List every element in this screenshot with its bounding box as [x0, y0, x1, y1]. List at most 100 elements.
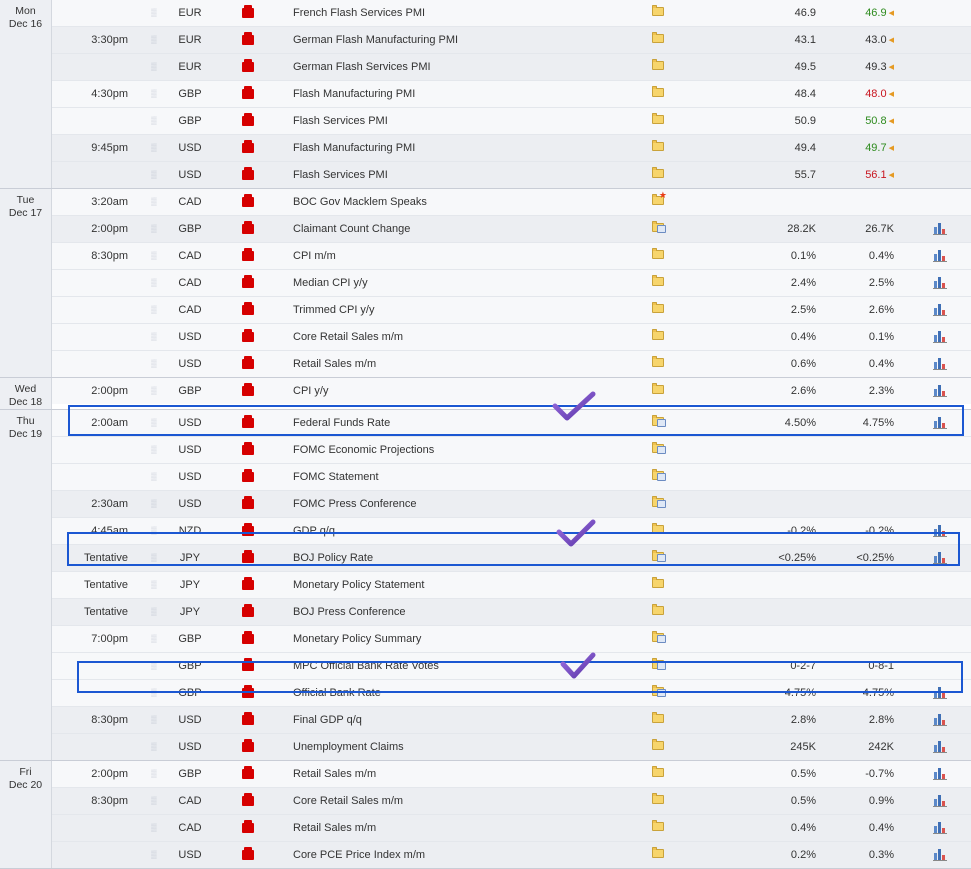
event-title[interactable]: Retail Sales m/m: [293, 768, 377, 780]
calendar-row[interactable]: ▒ USD Unemployment Claims 245K 242K: [52, 734, 971, 760]
event-title[interactable]: BOJ Policy Rate: [293, 552, 374, 564]
sound-icon[interactable]: ▒: [151, 278, 157, 287]
event-title[interactable]: Federal Funds Rate: [293, 417, 391, 429]
event-folder-icon[interactable]: [652, 5, 664, 17]
event-folder-icon[interactable]: [652, 167, 664, 179]
event-folder-icon[interactable]: [652, 631, 666, 643]
bar-chart-icon[interactable]: [933, 384, 947, 397]
calendar-row[interactable]: ▒ EUR German Flash Services PMI 49.5 49.3 ◀: [52, 54, 971, 81]
event-title[interactable]: Monetary Policy Summary: [293, 633, 422, 645]
event-folder-icon[interactable]: [652, 820, 664, 832]
event-folder-icon[interactable]: [652, 221, 666, 233]
calendar-row[interactable]: ▒ CAD Trimmed CPI y/y 2.5% 2.6%: [52, 297, 971, 324]
bar-chart-icon[interactable]: [933, 740, 947, 753]
sound-icon[interactable]: ▒: [151, 634, 157, 643]
event-folder-icon[interactable]: [652, 469, 666, 481]
event-title[interactable]: FOMC Statement: [293, 471, 379, 483]
event-title[interactable]: Flash Services PMI: [293, 169, 388, 181]
sound-icon[interactable]: ▒: [151, 251, 157, 260]
sound-icon[interactable]: ▒: [151, 116, 157, 125]
bar-chart-icon[interactable]: [933, 222, 947, 235]
event-title[interactable]: Official Bank Rate: [293, 687, 381, 699]
sound-icon[interactable]: ▒: [151, 170, 157, 179]
bar-chart-icon[interactable]: [933, 794, 947, 807]
calendar-row[interactable]: ▒ USD Core PCE Price Index m/m 0.2% 0.3%: [52, 842, 971, 868]
calendar-row[interactable]: ▒ USD Core Retail Sales m/m 0.4% 0.1%: [52, 324, 971, 351]
calendar-row[interactable]: ▒ GBP Flash Services PMI 50.9 50.8 ◀: [52, 108, 971, 135]
event-title[interactable]: Unemployment Claims: [293, 741, 404, 753]
event-title[interactable]: FOMC Press Conference: [293, 498, 417, 510]
sound-icon[interactable]: ▒: [151, 8, 157, 17]
calendar-row[interactable]: 8:30pm ▒ CAD Core Retail Sales m/m 0.5% 0.9%: [52, 788, 971, 815]
calendar-row[interactable]: 3:30pm ▒ EUR German Flash Manufacturing PMI…: [52, 27, 971, 54]
calendar-row[interactable]: 2:00am ▒ USD Federal Funds Rate 4.50% 4.75%: [52, 410, 971, 437]
calendar-row[interactable]: 2:30am ▒ USD FOMC Press Conference: [52, 491, 971, 518]
bar-chart-icon[interactable]: [933, 330, 947, 343]
event-folder-icon[interactable]: [652, 658, 666, 670]
event-folder-icon[interactable]: [652, 113, 664, 125]
event-title[interactable]: Claimant Count Change: [293, 223, 411, 235]
sound-icon[interactable]: ▒: [151, 499, 157, 508]
event-folder-icon[interactable]: [652, 59, 664, 71]
bar-chart-icon[interactable]: [933, 416, 947, 429]
sound-icon[interactable]: ▒: [151, 580, 157, 589]
event-title[interactable]: BOC Gov Macklem Speaks: [293, 196, 427, 208]
bar-chart-icon[interactable]: [933, 276, 947, 289]
event-folder-icon[interactable]: [652, 356, 664, 368]
event-title[interactable]: French Flash Services PMI: [293, 7, 426, 19]
sound-icon[interactable]: ▒: [151, 305, 157, 314]
sound-icon[interactable]: ▒: [151, 62, 157, 71]
calendar-row[interactable]: ▒ USD Retail Sales m/m 0.6% 0.4%: [52, 351, 971, 377]
calendar-row[interactable]: ▒ GBP MPC Official Bank Rate Votes 0-2-7 0-8…: [52, 653, 971, 680]
bar-chart-icon[interactable]: [933, 357, 947, 370]
sound-icon[interactable]: ▒: [151, 607, 157, 616]
event-folder-icon[interactable]: [652, 577, 664, 589]
sound-icon[interactable]: ▒: [151, 445, 157, 454]
sound-icon[interactable]: ▒: [151, 850, 157, 859]
event-folder-icon[interactable]: ★: [652, 191, 667, 206]
calendar-row[interactable]: 8:30pm ▒ USD Final GDP q/q 2.8% 2.8%: [52, 707, 971, 734]
event-title[interactable]: Flash Services PMI: [293, 115, 388, 127]
sound-icon[interactable]: ▒: [151, 89, 157, 98]
event-title[interactable]: Core Retail Sales m/m: [293, 331, 404, 343]
event-folder-icon[interactable]: [652, 302, 664, 314]
calendar-row[interactable]: Tentative ▒ JPY BOJ Press Conference: [52, 599, 971, 626]
event-folder-icon[interactable]: [652, 793, 664, 805]
sound-icon[interactable]: ▒: [151, 386, 157, 395]
sound-icon[interactable]: ▒: [151, 35, 157, 44]
sound-icon[interactable]: ▒: [151, 418, 157, 427]
sound-icon[interactable]: ▒: [151, 197, 157, 206]
event-title[interactable]: Flash Manufacturing PMI: [293, 88, 416, 100]
event-title[interactable]: BOJ Press Conference: [293, 606, 406, 618]
sound-icon[interactable]: ▒: [151, 769, 157, 778]
calendar-row[interactable]: Tentative ▒ JPY BOJ Policy Rate <0.25% <0.25%: [52, 545, 971, 572]
sound-icon[interactable]: ▒: [151, 224, 157, 233]
event-folder-icon[interactable]: [652, 604, 664, 616]
event-title[interactable]: MPC Official Bank Rate Votes: [293, 660, 439, 672]
event-folder-icon[interactable]: [652, 550, 666, 562]
calendar-row[interactable]: ▒ CAD Retail Sales m/m 0.4% 0.4%: [52, 815, 971, 842]
sound-icon[interactable]: ▒: [151, 796, 157, 805]
event-title[interactable]: German Flash Services PMI: [293, 61, 431, 73]
sound-icon[interactable]: ▒: [151, 715, 157, 724]
event-title[interactable]: GDP q/q: [293, 525, 335, 537]
event-folder-icon[interactable]: [652, 442, 666, 454]
calendar-row[interactable]: ▒ USD Flash Services PMI 55.7 56.1 ◀: [52, 162, 971, 188]
event-folder-icon[interactable]: [652, 739, 664, 751]
calendar-row[interactable]: 4:30pm ▒ GBP Flash Manufacturing PMI 48.4 48.…: [52, 81, 971, 108]
event-title[interactable]: Core PCE Price Index m/m: [293, 849, 426, 861]
event-folder-icon[interactable]: [652, 712, 664, 724]
bar-chart-icon[interactable]: [933, 303, 947, 316]
bar-chart-icon[interactable]: [933, 551, 947, 564]
event-title[interactable]: Retail Sales m/m: [293, 822, 377, 834]
sound-icon[interactable]: ▒: [151, 359, 157, 368]
bar-chart-icon[interactable]: [933, 821, 947, 834]
calendar-row[interactable]: 3:20am ▒ CAD BOC Gov Macklem Speaks ★: [52, 189, 971, 216]
bar-chart-icon[interactable]: [933, 713, 947, 726]
calendar-row[interactable]: Tentative ▒ JPY Monetary Policy Statement: [52, 572, 971, 599]
sound-icon[interactable]: ▒: [151, 553, 157, 562]
event-title[interactable]: Median CPI y/y: [293, 277, 368, 289]
event-folder-icon[interactable]: [652, 766, 664, 778]
event-folder-icon[interactable]: [652, 32, 664, 44]
event-folder-icon[interactable]: [652, 415, 666, 427]
